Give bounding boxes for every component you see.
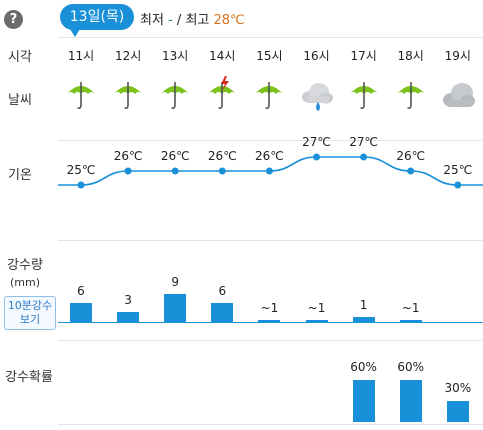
- precipitation-bar: [70, 303, 92, 322]
- precipitation-bar: [305, 320, 328, 322]
- cloud-icon: [440, 78, 476, 114]
- umbrella-icon: [251, 76, 287, 112]
- precip-baseline: [58, 322, 483, 323]
- min-value: -: [168, 13, 173, 28]
- temperature-point: [313, 153, 320, 161]
- precipitation-value: 9: [171, 275, 179, 289]
- divider: [58, 140, 483, 141]
- hour-label: 11시: [67, 49, 95, 63]
- hour-label: 13시: [162, 49, 189, 63]
- date-selector[interactable]: 13일(목): [60, 4, 134, 37]
- umbrella-icon: [63, 76, 99, 112]
- precipitation-value: 1: [359, 298, 368, 312]
- temperature-point: [454, 181, 462, 189]
- precipitation-bar: [258, 320, 281, 322]
- row-label-weather: 날씨: [8, 93, 32, 108]
- precipitation-value: ~1: [401, 301, 420, 315]
- min-label: 최저: [140, 13, 164, 28]
- temperature-label: 25℃: [443, 163, 473, 177]
- probability-bar: [446, 401, 469, 422]
- hour-label: 12시: [114, 49, 142, 63]
- precipitation-bar: [352, 317, 375, 322]
- hour-label: 19시: [444, 49, 471, 63]
- temperature-label: 26℃: [396, 149, 426, 163]
- slash: /: [176, 13, 182, 28]
- temperature-point: [77, 181, 85, 189]
- min-max-temperature: 최저 - / 최고 28℃: [140, 9, 245, 28]
- temperature-point: [218, 167, 226, 175]
- temperature-label: 25℃: [66, 163, 96, 177]
- precipitation-bar: [399, 320, 422, 322]
- umbrella-icon: [157, 76, 193, 112]
- umbrella-icon: [110, 76, 146, 112]
- probability-value: 30%: [444, 381, 472, 395]
- probability-value: 60%: [350, 360, 377, 374]
- cloud-rain-icon: [299, 78, 335, 114]
- precipitation-bar: [211, 303, 234, 322]
- precipitation-value: 6: [218, 284, 227, 298]
- hour-label: 17시: [350, 49, 377, 63]
- temperature-label: 26℃: [207, 149, 237, 163]
- temperature-label: 27℃: [349, 135, 378, 149]
- hour-label: 18시: [397, 49, 424, 63]
- divider: [58, 424, 483, 425]
- temperature-point: [265, 167, 273, 175]
- help-icon[interactable]: ?: [4, 10, 23, 29]
- precipitation-value: ~1: [307, 301, 326, 315]
- temperature-label: 26℃: [160, 149, 190, 163]
- precipitation-value: ~1: [260, 301, 279, 315]
- probability-value: 60%: [397, 360, 425, 374]
- ten-minute-precip-button[interactable]: 10분강수 보기: [4, 296, 56, 330]
- row-label-precipitation: 강수량: [7, 258, 43, 273]
- row-label-temperature: 기온: [8, 168, 32, 183]
- probability-bar: [352, 380, 375, 422]
- precipitation-bar: [117, 312, 140, 322]
- row-label-time: 시각: [8, 50, 32, 65]
- ten-minute-precip-label: 10분강수: [7, 299, 53, 312]
- divider: [58, 37, 483, 38]
- probability-bar: [399, 380, 422, 422]
- temperature-point: [407, 167, 415, 175]
- precipitation-bar: [164, 294, 187, 322]
- divider: [58, 240, 483, 241]
- temperature-label: 27℃: [302, 135, 331, 149]
- row-label-precip-unit: (mm): [9, 276, 40, 289]
- temperature-point: [171, 167, 179, 175]
- temperature-label: 26℃: [113, 149, 143, 163]
- hour-label: 16시: [303, 49, 330, 63]
- row-label-precip-probability: 강수확률: [5, 370, 53, 385]
- temperature-point: [360, 153, 368, 161]
- max-value: 28℃: [213, 13, 245, 28]
- divider: [58, 340, 483, 341]
- hour-label: 15시: [256, 49, 283, 63]
- precipitation-value: 6: [77, 284, 85, 298]
- hour-label: 14시: [209, 49, 236, 63]
- temperature-chart: [58, 153, 483, 189]
- ten-minute-precip-label-2: 보기: [19, 313, 41, 326]
- umbrella-lightning-icon: [204, 76, 240, 112]
- precipitation-value: 3: [124, 293, 132, 307]
- temperature-label: 26℃: [255, 149, 284, 163]
- umbrella-icon: [346, 76, 382, 112]
- temperature-point: [124, 167, 132, 175]
- umbrella-icon: [393, 76, 429, 112]
- max-label: 최고: [185, 13, 210, 28]
